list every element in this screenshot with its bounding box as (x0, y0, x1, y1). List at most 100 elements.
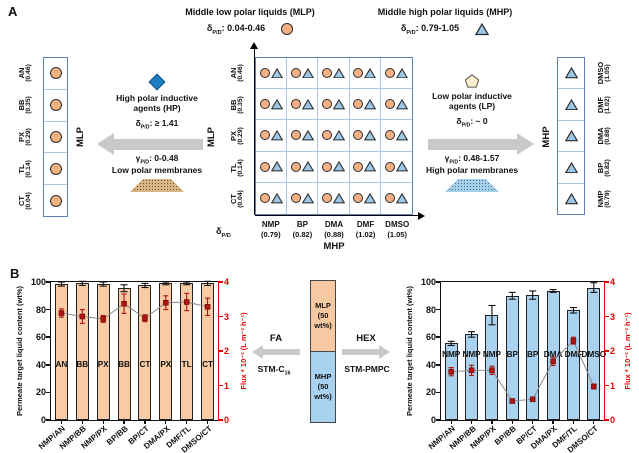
chart1-plot: 0 20 40 60 80 100 0 1 2 3 4 AN NMP/AN BB NMP/BB PX NMP/P… (31, 277, 229, 453)
bar-nmp-bb (465, 334, 479, 420)
grid-cell (380, 120, 412, 152)
mhp-triangle-icon (301, 67, 314, 79)
grid-row-labels: AN (0.46) BB (0.35) PX (0.29) TL (0.14) CT (0.04) (224, 57, 250, 215)
y2-tick-label: 3 (610, 311, 616, 322)
lp-membrane-label: High polar membranes (425, 165, 519, 175)
fa-arrow-head (252, 345, 263, 359)
bar-inner-label: CT (202, 359, 214, 369)
x-tick-mark (123, 420, 125, 424)
mhp-triangle-icon (395, 161, 408, 172)
mhp-triangle-icon (270, 193, 283, 204)
hp-delta: δP/D: ≥ 1.41 (135, 118, 179, 132)
x-tick-mark (186, 420, 188, 424)
grid-cell (256, 58, 288, 90)
fa-arrow-left (252, 345, 300, 359)
y2-tick-label: 1 (610, 380, 616, 391)
mlp-circle-icon (384, 193, 395, 204)
y2-tick-mark (218, 350, 223, 352)
grid-cell (256, 89, 288, 121)
mhp-triangle-icon (564, 130, 578, 142)
mlp-circle-icon (49, 67, 62, 80)
grid-cell (349, 89, 381, 121)
y-tick-mark (46, 391, 51, 394)
mlp-circle-icon (353, 68, 364, 79)
chart2-ylabel: Permeate target liquid content (wt%) (405, 285, 414, 417)
grid-cell (256, 182, 288, 214)
chart2-plot: 0 20 40 60 80 100 0 1 2 3 4 NMP NMP/AN NMP NMP/BB NMP NM… (421, 277, 615, 453)
panel-a-label: A (8, 4, 18, 19)
mlp-circle-icon (49, 130, 62, 143)
mhp-triangle-icon (270, 67, 283, 79)
grid-cell (318, 58, 350, 90)
mlp-circle-icon (259, 99, 270, 110)
mhp-triangle-icon (395, 67, 408, 79)
y2-tick-label: 1 (224, 380, 230, 391)
grid-col-labels: NMP (0.79) BP (0.82) DMA (0.88) DMF (1.02) DMSO(… (255, 220, 413, 239)
solvent-label-nmp: NMP (0.79) (595, 190, 612, 209)
y-tick-mark (436, 336, 441, 338)
hp-arrow-left (97, 133, 203, 155)
x-tick-mark (532, 420, 534, 424)
mlp-circle-icon (259, 68, 270, 79)
mhp-solvent-column (557, 57, 585, 215)
solvent-label-an: AN (0.46) (16, 64, 33, 82)
legend-mhp: Middle high polar liquids (MHP) δP/D: 0.… (345, 7, 545, 36)
bar-inner-label: AN (55, 359, 68, 369)
legend-mlp: Middle low polar liquids (MLP) δP/D: 0.0… (150, 7, 350, 36)
solvent-cell-px (44, 122, 67, 154)
chart2-y2label: Flux * 10⁻² (L m⁻² h⁻¹) (623, 312, 632, 390)
grid-x-axis-arrow (418, 211, 425, 220)
x-tick-mark (206, 420, 209, 424)
fa-membrane-label: STM-C16 (257, 364, 291, 377)
y2-tick-mark (604, 384, 609, 387)
chart2-ylabel-wrap: Permeate target liquid content (wt%) (402, 281, 418, 421)
grid-cell (318, 182, 350, 214)
y2-tick-label: 2 (224, 346, 230, 356)
y2-tick-label: 2 (610, 346, 616, 356)
grid-cell (256, 120, 288, 152)
mhp-axis-label: MHP (541, 126, 552, 148)
lp-arrow-body (428, 138, 518, 150)
mlp-circle-icon (290, 193, 301, 204)
grid-col-label-dmf: DMF (1.02) (355, 220, 376, 239)
mhp-triangle-icon (364, 193, 377, 204)
grid-row-label-px: PX (0.29) (228, 127, 245, 146)
mlp-solvent-column (43, 57, 68, 217)
x-tick-mark (144, 420, 146, 424)
lp-arrow-right (428, 133, 534, 155)
solvent-cell-dmf (558, 89, 584, 121)
grid-cell (349, 58, 381, 90)
mhp-triangle-icon (395, 98, 408, 110)
grid-ylabel-wrap: MLP (205, 122, 219, 152)
solvent-label-ct: CT (0.04) (16, 192, 33, 210)
bar-nmp-bb (75, 283, 89, 420)
mlp-circle-icon (384, 68, 395, 79)
solvent-cell-bp (558, 152, 584, 184)
bar-dmf-tl (180, 283, 194, 420)
mhp-triangle-icon (301, 193, 314, 204)
lp-delta: δP/D: ~ 0 (456, 116, 488, 130)
grid-cell (318, 120, 350, 152)
mlp-circle-icon (353, 193, 364, 204)
grid-row-label-tl: TL (0.14) (228, 158, 245, 177)
panel-b-label: B (10, 266, 20, 281)
chart1-y2label-wrap: Flux * 10⁻² (L m⁻² h⁻¹) (236, 281, 252, 421)
x-tick-mark (511, 420, 513, 424)
y2-tick-mark (218, 315, 223, 318)
mhp-triangle-icon (332, 98, 345, 110)
solvent-cell-dmso (558, 58, 584, 90)
x-tick-mark (102, 420, 104, 424)
lp-agent-block: Low polar inductive agents (LP) δP/D: ~ … (414, 74, 530, 129)
mlp-circle-icon (353, 161, 364, 172)
y2-tick-label: 4 (610, 277, 616, 287)
y-tick-mark (436, 281, 441, 283)
bar-inner-label: PX (160, 359, 172, 369)
bar-inner-label: PX (97, 359, 109, 369)
lp-title-line2: agents (LP) (448, 101, 496, 112)
bar-bp-bb (117, 288, 131, 420)
solvent-label-dmf: DMF (1.02) (595, 95, 612, 114)
y-tick-label: 80 (35, 304, 46, 315)
mhp-triangle-icon (332, 161, 345, 172)
solvent-label-bb: BB (0.35) (16, 96, 33, 114)
solvent-label-dma: DMA (0.88) (595, 127, 612, 146)
